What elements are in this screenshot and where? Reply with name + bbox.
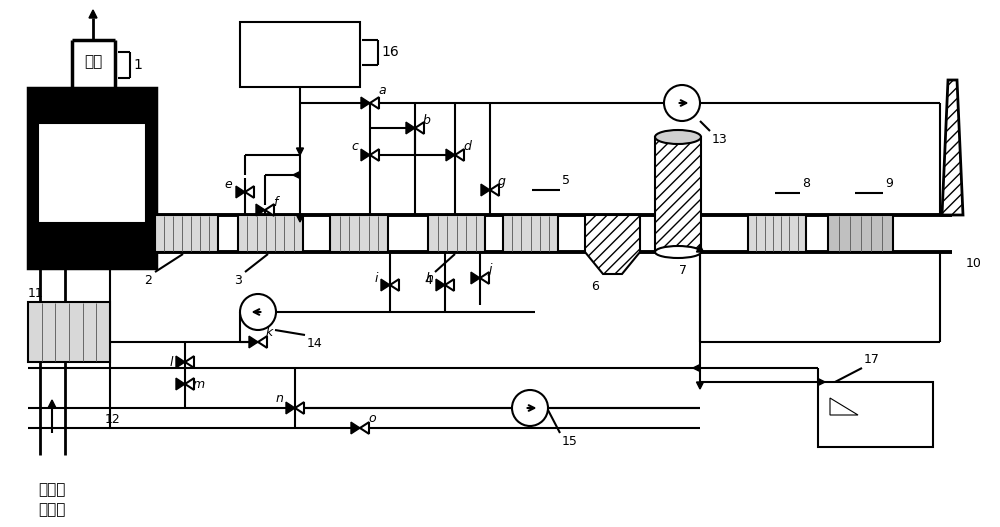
Text: n: n	[275, 392, 283, 405]
Text: l: l	[170, 356, 173, 368]
Text: c: c	[351, 141, 358, 153]
Polygon shape	[48, 260, 56, 268]
Polygon shape	[381, 279, 390, 291]
Bar	[330, 215, 388, 252]
Polygon shape	[245, 186, 254, 198]
Bar	[238, 215, 303, 252]
Text: 10: 10	[966, 257, 982, 270]
Polygon shape	[585, 215, 640, 274]
Text: 17: 17	[864, 353, 880, 366]
Text: 16: 16	[381, 45, 399, 59]
Polygon shape	[185, 378, 194, 390]
Polygon shape	[256, 204, 265, 216]
Polygon shape	[390, 279, 399, 291]
Polygon shape	[942, 80, 963, 215]
Polygon shape	[693, 365, 700, 372]
Text: 5: 5	[562, 174, 570, 187]
Bar	[155, 215, 218, 252]
Text: 9: 9	[885, 177, 893, 190]
Polygon shape	[296, 215, 304, 222]
Text: 13: 13	[712, 133, 728, 146]
Text: b: b	[423, 113, 431, 126]
Text: 烟气: 烟气	[84, 54, 102, 70]
Text: m: m	[193, 377, 205, 391]
Polygon shape	[370, 97, 379, 109]
Text: a: a	[378, 84, 386, 97]
Text: d: d	[463, 141, 471, 153]
Polygon shape	[446, 149, 455, 161]
Text: 2: 2	[144, 274, 152, 287]
Bar	[28, 302, 110, 362]
Text: 15: 15	[562, 435, 578, 448]
Text: 6: 6	[591, 280, 599, 293]
Polygon shape	[176, 356, 185, 368]
Text: g: g	[498, 175, 506, 189]
Polygon shape	[490, 184, 499, 196]
Polygon shape	[48, 400, 56, 408]
Polygon shape	[176, 378, 185, 390]
Text: 8: 8	[802, 177, 810, 190]
Text: i: i	[374, 271, 378, 285]
Text: 3: 3	[234, 274, 242, 287]
Bar	[828, 215, 893, 252]
Text: 14: 14	[307, 337, 323, 350]
Polygon shape	[436, 279, 445, 291]
Polygon shape	[471, 272, 480, 284]
Polygon shape	[351, 422, 360, 434]
Bar	[38, 123, 146, 223]
Polygon shape	[415, 122, 424, 134]
Circle shape	[240, 294, 276, 330]
Bar	[240, 22, 360, 87]
Polygon shape	[480, 272, 489, 284]
Polygon shape	[249, 336, 258, 348]
Text: 12: 12	[105, 413, 121, 426]
Text: 1: 1	[133, 58, 142, 72]
Polygon shape	[295, 402, 304, 414]
Bar	[503, 215, 558, 252]
Bar	[428, 215, 485, 252]
Polygon shape	[185, 356, 194, 368]
Polygon shape	[481, 184, 490, 196]
Text: 4: 4	[424, 274, 432, 287]
Polygon shape	[406, 122, 415, 134]
Text: 7: 7	[679, 264, 687, 277]
Polygon shape	[455, 149, 464, 161]
Polygon shape	[236, 186, 245, 198]
Polygon shape	[258, 336, 267, 348]
Polygon shape	[818, 378, 825, 385]
Bar	[748, 215, 806, 252]
Bar	[655, 137, 701, 252]
Polygon shape	[89, 10, 97, 18]
Circle shape	[512, 390, 548, 426]
Text: h: h	[425, 271, 433, 285]
Polygon shape	[696, 245, 704, 252]
Polygon shape	[286, 402, 295, 414]
Polygon shape	[696, 382, 704, 389]
Text: j: j	[488, 264, 492, 277]
Polygon shape	[361, 97, 370, 109]
Circle shape	[664, 85, 700, 121]
Text: 11: 11	[28, 287, 44, 300]
Text: o: o	[368, 412, 376, 425]
Bar	[818, 382, 933, 447]
Polygon shape	[265, 204, 274, 216]
Text: 冷空气: 冷空气	[38, 503, 66, 518]
Polygon shape	[445, 279, 454, 291]
Text: k: k	[266, 326, 273, 338]
Polygon shape	[360, 422, 369, 434]
Polygon shape	[293, 171, 300, 179]
Ellipse shape	[655, 130, 701, 144]
Polygon shape	[370, 149, 379, 161]
Text: e: e	[224, 179, 232, 191]
Polygon shape	[361, 149, 370, 161]
Text: f: f	[273, 196, 277, 209]
Ellipse shape	[655, 246, 701, 258]
Text: 冷空气: 冷空气	[38, 483, 66, 497]
Polygon shape	[296, 148, 304, 155]
Bar	[28, 88, 156, 268]
